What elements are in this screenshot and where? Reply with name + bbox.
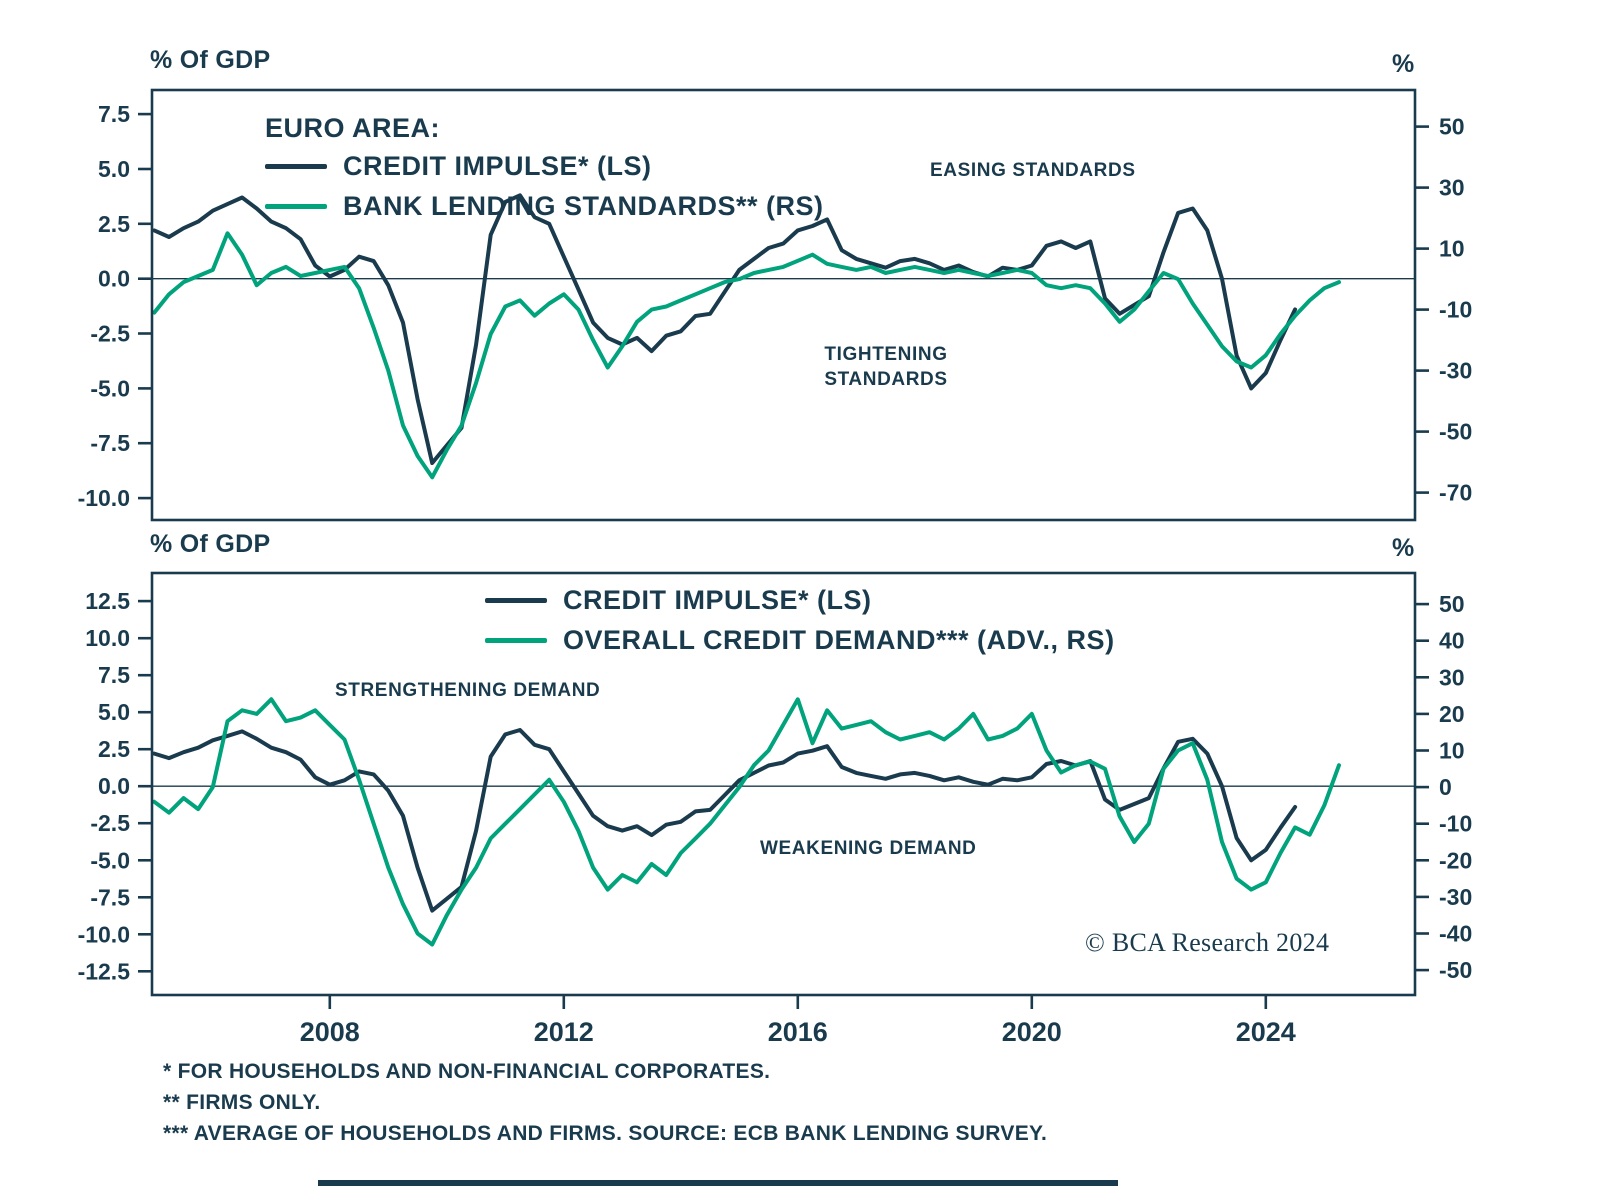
left-tick-label: 5.0 — [98, 156, 130, 182]
x-tick-label: 2008 — [300, 1017, 360, 1047]
right-tick-label: -30 — [1439, 358, 1472, 384]
left-tick-label: -12.5 — [78, 958, 131, 984]
right-tick-label: 20 — [1439, 701, 1465, 727]
panel-border — [150, 571, 1417, 997]
left-tick-label: -2.5 — [90, 810, 130, 836]
left-tick-label: -10.0 — [78, 921, 130, 947]
right-tick-label: 50 — [1439, 591, 1465, 617]
left-tick-label: 7.5 — [98, 101, 130, 127]
legend-label: CREDIT IMPULSE* (LS) — [563, 585, 872, 615]
footnotes: * FOR HOUSEHOLDS AND NON-FINANCIAL CORPO… — [163, 1056, 1047, 1149]
left-tick-label: -2.5 — [90, 321, 130, 347]
panel1-legend: EURO AREA: CREDIT IMPULSE* (LS) BANK LEN… — [265, 113, 824, 231]
left-tick-label: -5.0 — [90, 847, 130, 873]
legend-item-credit-impulse: CREDIT IMPULSE* (LS) — [265, 151, 824, 182]
panel1-right-axis-unit-label: % — [1392, 50, 1415, 78]
panel2-left-axis-unit-label: % Of GDP — [150, 530, 271, 558]
right-tick-label: -20 — [1439, 847, 1472, 873]
legend-label: BANK LENDING STANDARDS** (RS) — [343, 191, 824, 221]
left-tick-label: -7.5 — [90, 430, 130, 456]
footnote-1: * FOR HOUSEHOLDS AND NON-FINANCIAL CORPO… — [163, 1060, 771, 1083]
right-tick-label: 10 — [1439, 236, 1465, 262]
left-tick-label: 10.0 — [85, 625, 130, 651]
right-tick-label: -50 — [1439, 419, 1472, 445]
right-tick-label: -10 — [1439, 811, 1472, 837]
left-tick-label: 2.5 — [98, 211, 130, 237]
cropped-bottom-bar — [318, 1180, 1118, 1186]
easing-standards-annotation: EASING STANDARDS — [930, 160, 1136, 181]
left-tick-label: 0.0 — [98, 266, 130, 292]
bca-research-copyright: © BCA Research 2024 — [1085, 928, 1330, 957]
right-tick-label: 40 — [1439, 628, 1465, 654]
left-tick-label: -7.5 — [90, 884, 130, 910]
right-tick-label: 30 — [1439, 175, 1465, 201]
weakening-demand-annotation: WEAKENING DEMAND — [760, 838, 977, 859]
left-tick-label: 0.0 — [98, 773, 130, 799]
right-tick-label: -30 — [1439, 884, 1472, 910]
left-tick-label: 5.0 — [98, 699, 130, 725]
x-tick-label: 2020 — [1002, 1017, 1062, 1047]
panel2-right-axis-unit-label: % — [1392, 534, 1415, 562]
panel2-legend: CREDIT IMPULSE* (LS) OVERALL CREDIT DEMA… — [485, 585, 1115, 665]
x-tick-label: 2016 — [768, 1017, 828, 1047]
legend-item-credit-impulse: CREDIT IMPULSE* (LS) — [485, 585, 1115, 616]
legend-label: CREDIT IMPULSE* (LS) — [343, 151, 652, 181]
legend-item-bank-lending-standards: BANK LENDING STANDARDS** (RS) — [265, 191, 824, 222]
right-tick-label: -70 — [1439, 480, 1472, 506]
left-tick-label: 2.5 — [98, 736, 130, 762]
panel-border — [150, 88, 1417, 522]
series-line-green — [152, 231, 1341, 480]
right-tick-label: -40 — [1439, 921, 1472, 947]
credit-impulse-line-swatch — [265, 164, 327, 169]
right-tick-label: -50 — [1439, 957, 1472, 983]
panel1-left-axis-unit-label: % Of GDP — [150, 46, 271, 74]
right-tick-label: 0 — [1439, 774, 1452, 800]
bank-lending-standards-line-swatch — [265, 204, 327, 209]
credit-impulse-line-swatch — [485, 598, 547, 603]
left-tick-label: -10.0 — [78, 485, 130, 511]
legend-item-overall-credit-demand: OVERALL CREDIT DEMAND*** (ADV., RS) — [485, 625, 1115, 656]
x-tick-label: 2012 — [534, 1017, 594, 1047]
left-tick-label: 7.5 — [98, 662, 130, 688]
right-tick-label: 10 — [1439, 738, 1465, 764]
legend-label: OVERALL CREDIT DEMAND*** (ADV., RS) — [563, 625, 1115, 655]
legend-heading: EURO AREA: — [265, 113, 441, 143]
footnote-2: ** FIRMS ONLY. — [163, 1091, 321, 1114]
overall-credit-demand-line-swatch — [485, 638, 547, 643]
tightening-standards-annotation: TIGHTENING STANDARDS — [824, 344, 948, 390]
right-tick-label: 50 — [1439, 114, 1465, 140]
left-tick-label: 12.5 — [85, 588, 130, 614]
series-line-dark — [152, 728, 1298, 913]
right-tick-label: -10 — [1439, 297, 1472, 323]
left-tick-label: -5.0 — [90, 375, 130, 401]
right-tick-label: 30 — [1439, 664, 1465, 690]
series-line-dark — [152, 193, 1298, 465]
series-line-green — [152, 697, 1341, 947]
footnote-3: *** AVERAGE OF HOUSEHOLDS AND FIRMS. SOU… — [163, 1122, 1048, 1145]
strengthening-demand-annotation: STRENGTHENING DEMAND — [335, 680, 601, 701]
x-tick-label: 2024 — [1236, 1017, 1296, 1047]
